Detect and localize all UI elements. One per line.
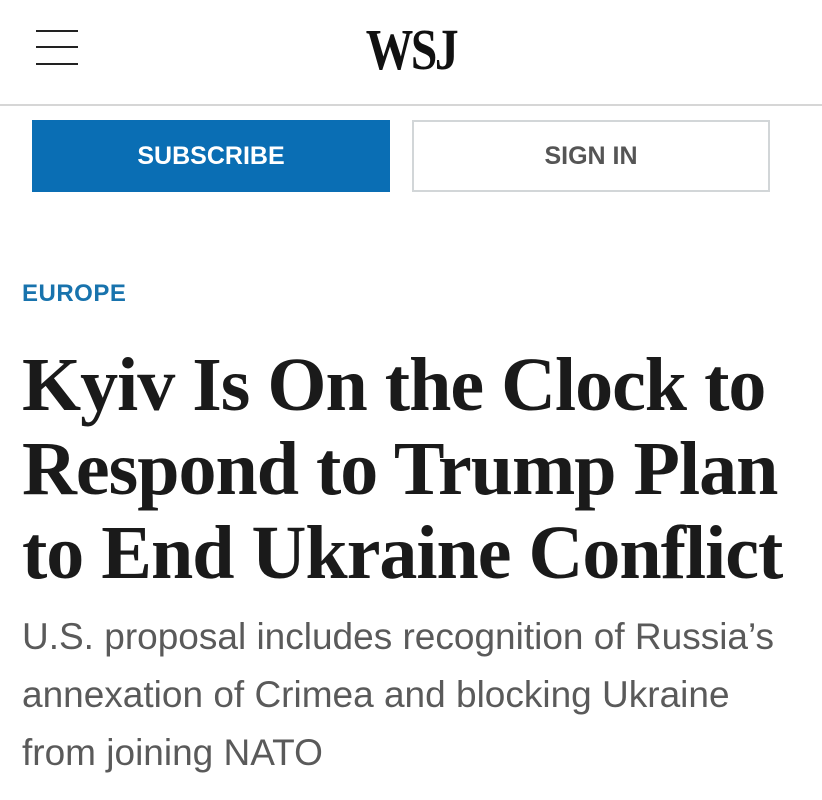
menu-line xyxy=(36,63,78,65)
sign-in-button[interactable]: SIGN IN xyxy=(412,120,770,192)
wsj-logo[interactable]: WSJ xyxy=(365,17,459,82)
menu-line xyxy=(36,30,78,32)
section-label[interactable]: EUROPE xyxy=(22,280,127,307)
article-deck: U.S. proposal includes recognition of Ru… xyxy=(22,616,775,773)
header-divider xyxy=(0,104,822,106)
subscribe-button[interactable]: SUBSCRIBE xyxy=(32,120,390,192)
article-headline: Kyiv Is On the Clock to Respond to Trump… xyxy=(22,343,783,595)
hamburger-menu-icon[interactable] xyxy=(36,28,78,66)
menu-line xyxy=(36,46,78,48)
